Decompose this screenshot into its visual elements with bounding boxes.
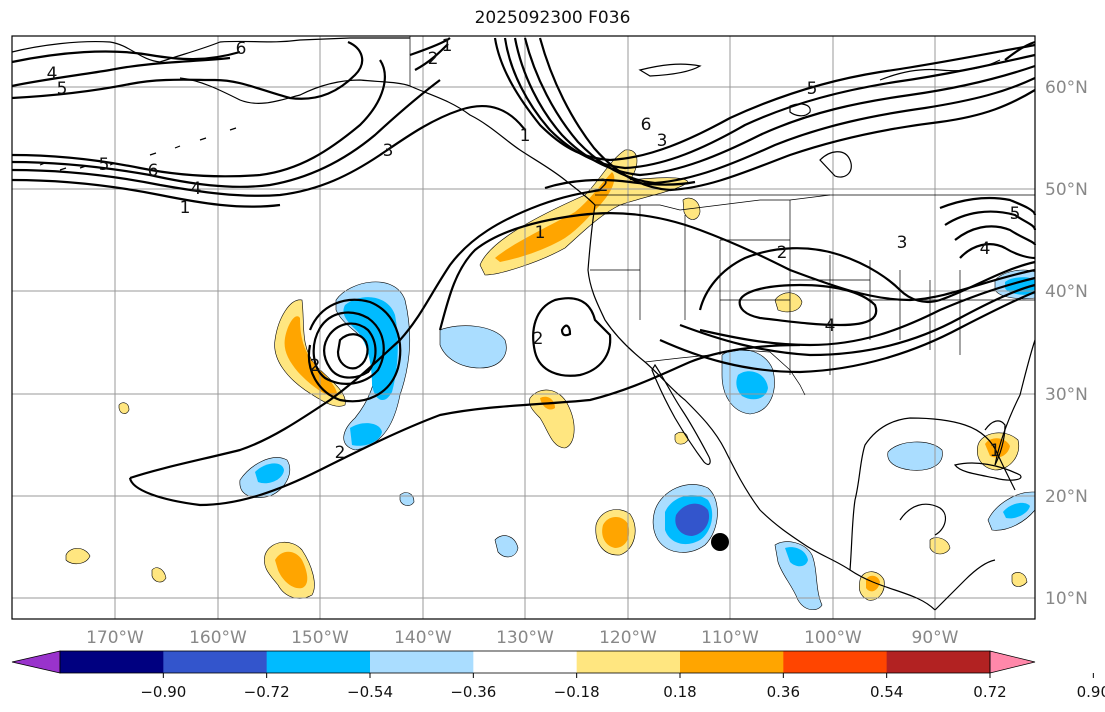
neg-anomaly-central-pacific-core — [343, 297, 398, 401]
colorbar: −0.90 −0.72 −0.54 −0.36 −0.18 0.18 0.36 0.54 0.7… — [11, 650, 1105, 701]
neg-anomaly-central-pacific-tail — [350, 423, 382, 446]
colorbar-segment — [783, 651, 888, 673]
neg-anomaly-small-1 — [494, 535, 519, 558]
contour-label: 2 — [310, 356, 321, 376]
contour-label: 1 — [990, 441, 1001, 461]
colorbar-tick-label: 0.72 — [973, 683, 1006, 701]
contour-label: 1 — [520, 126, 531, 146]
latitude-axis: 60°N 50°N 40°N 30°N 20°N 10°N — [1045, 78, 1088, 609]
contour-label: 3 — [383, 141, 394, 161]
pos-anomaly-small-6 — [674, 431, 689, 445]
latitude-label: 50°N — [1045, 180, 1088, 200]
colorbar-extend-max — [989, 650, 1036, 674]
longitude-label: 130°W — [496, 628, 554, 648]
colorbar-tick-label: 0.90 — [1077, 683, 1105, 701]
colorbar-extend-min — [11, 650, 61, 674]
colorbar-tick-label: 0.54 — [870, 683, 903, 701]
longitude-label: 100°W — [804, 628, 862, 648]
neg-anomaly-east-core — [1005, 277, 1035, 295]
neg-anomaly-mexico-west — [774, 541, 823, 610]
longitude-label: 170°W — [86, 628, 144, 648]
colorbar-tick-label: −0.36 — [450, 683, 496, 701]
map-title: 2025092300 F036 — [474, 8, 631, 28]
contour-label: 1 — [442, 36, 453, 56]
colorbar-segment — [886, 651, 991, 673]
colorbar-segment — [163, 651, 268, 673]
pos-anomaly-plains — [774, 292, 803, 313]
storm-center-marker — [711, 533, 729, 551]
colorbar-segment — [370, 651, 474, 673]
colorbar-segment — [266, 651, 371, 673]
contour-label: 4 — [980, 239, 991, 259]
contour-label: 5 — [1010, 204, 1021, 224]
colorbar-tick-label: −0.54 — [347, 683, 393, 701]
latitude-label: 60°N — [1045, 78, 1088, 98]
longitude-label: 160°W — [189, 628, 247, 648]
contour-label: 2 — [777, 243, 788, 263]
contour-label: 4 — [47, 64, 58, 84]
contour-label: 5 — [99, 155, 110, 175]
longitude-label: 150°W — [291, 628, 349, 648]
pos-anomaly-small-3 — [118, 402, 130, 414]
pos-anomaly-small-5 — [1011, 572, 1028, 587]
contour-label: 2 — [335, 443, 346, 463]
contour-label: 6 — [148, 161, 159, 181]
contour-label: 4 — [191, 179, 202, 199]
contour-label: 4 — [825, 316, 836, 336]
contour-label: 1 — [535, 223, 546, 243]
colorbar-outline — [59, 650, 991, 674]
colorbar-tick-label: 0.36 — [767, 683, 800, 701]
latitude-label: 20°N — [1045, 487, 1088, 507]
colorbar-segment — [473, 651, 578, 673]
latitude-label: 30°N — [1045, 385, 1088, 405]
colorbar-tick-label: −0.18 — [554, 683, 600, 701]
contour-label: 5 — [57, 79, 68, 99]
neg-anomaly-caribbean-core — [1003, 502, 1030, 519]
colorbar-segment — [576, 651, 681, 673]
contour-label: 3 — [657, 131, 668, 151]
longitude-label: 140°W — [394, 628, 452, 648]
latitude-label: 10°N — [1045, 589, 1088, 609]
contour-label: 3 — [897, 233, 908, 253]
pos-anomaly-trop-1-core — [602, 516, 630, 548]
contour-label: 5 — [807, 79, 818, 99]
pos-anomaly-mexico-south-core — [866, 575, 880, 592]
colorbar-tick-label: −0.90 — [140, 683, 186, 701]
contour-label: 2 — [428, 49, 439, 69]
colorbar-segment — [680, 651, 784, 673]
colorbar-tick-label: 0.18 — [663, 683, 696, 701]
longitude-axis: 170°W 160°W 150°W 140°W 130°W 120°W 110°W 100°W… — [86, 628, 959, 648]
longitude-label: 110°W — [701, 628, 759, 648]
neg-anomaly-offshore — [439, 325, 507, 369]
map-background — [12, 36, 1035, 619]
neg-anomaly-baja-east-core — [736, 371, 768, 400]
map-frame — [11, 35, 1036, 620]
coastlines — [11, 37, 1036, 611]
pos-anomaly-small-2 — [151, 567, 167, 583]
contour-label: 6 — [641, 115, 652, 135]
latitude-label: 40°N — [1045, 282, 1088, 302]
neg-anomaly-west-core — [255, 463, 284, 484]
contour-label: 6 — [236, 39, 247, 59]
pos-anomaly-trop-2-core — [275, 551, 308, 589]
contour-label: 2 — [533, 329, 544, 349]
height-contours — [11, 37, 1037, 507]
colorbar-segment — [60, 651, 164, 673]
colorbar-tick-label: −0.72 — [244, 683, 290, 701]
contour-label: 2 — [598, 176, 609, 196]
longitude-label: 90°W — [912, 628, 959, 648]
neg-anomaly-trop-pacific-core — [675, 503, 710, 536]
pos-anomaly-small-1 — [65, 548, 91, 565]
contour-label: 1 — [180, 198, 191, 218]
neg-anomaly-gulf — [887, 441, 943, 471]
longitude-label: 120°W — [599, 628, 657, 648]
neg-anomaly-mexico-west-core — [785, 547, 808, 567]
